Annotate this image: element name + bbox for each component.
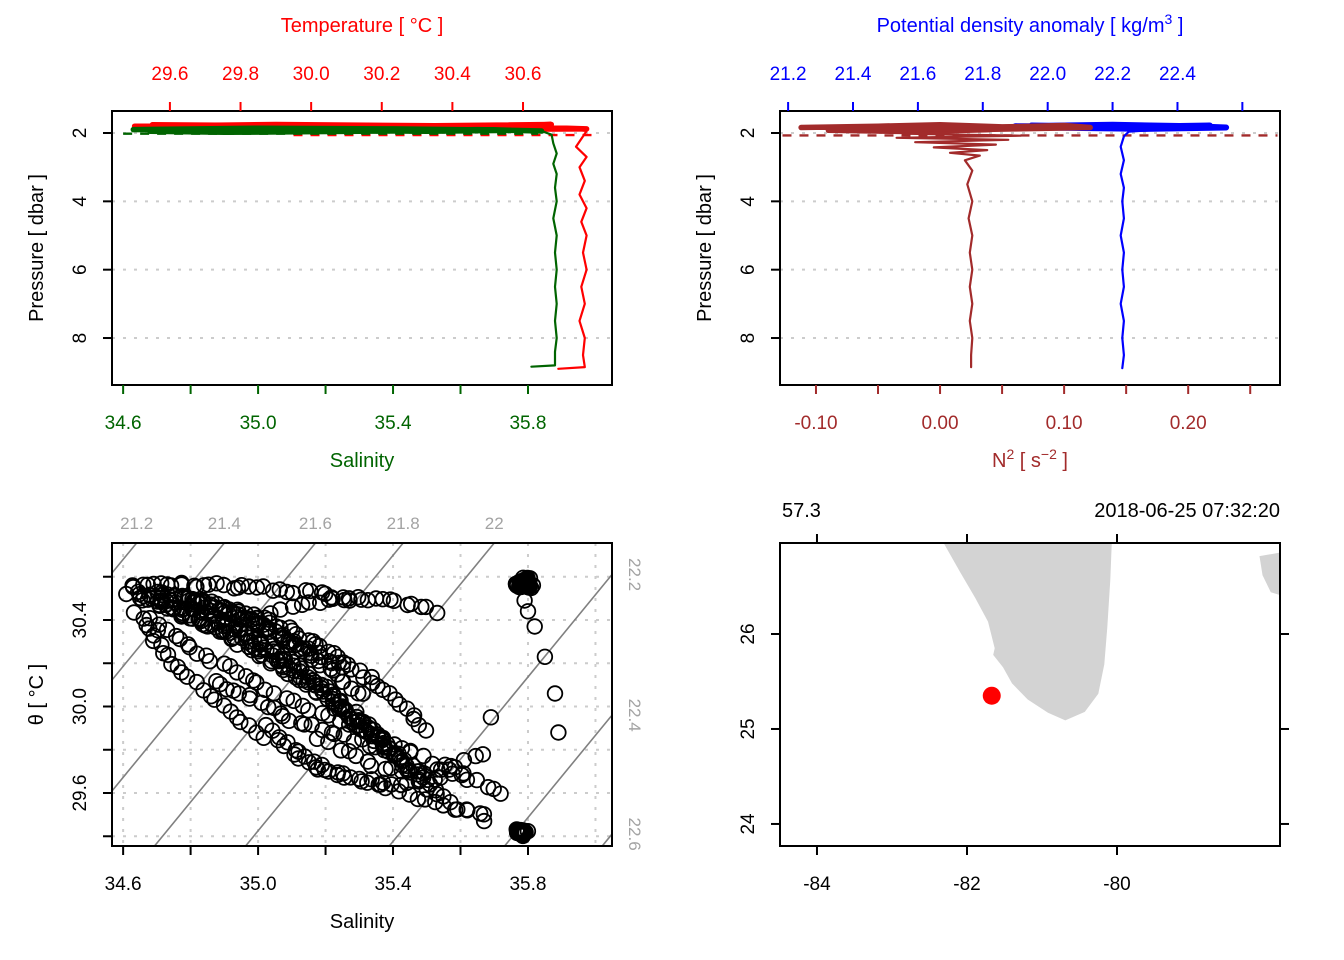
series-salinity-surface-band [130, 125, 545, 136]
x-axis-ts-diagram-title: Salinity [330, 911, 394, 933]
tick-label: 22.4 [1159, 64, 1196, 85]
panel-temp-sal-profile: 29.6 29.8 30.0 30.2 30.4 30.6 Temperature [ °C… [26, 15, 613, 472]
isopycnal-label: 21.6 [299, 514, 332, 533]
plot-frame [779, 542, 1281, 847]
isopycnal-21.2 [113, 544, 137, 574]
isopycnal-label: 22 [485, 514, 504, 533]
x-axis-bottom-density-n2-profile: -0.10 0.00 0.10 0.20 N2 [ s−2 ] [794, 385, 1252, 472]
map-header-depth: 57.3 [782, 500, 821, 522]
tick-label: 35.0 [240, 874, 277, 895]
x-axis-top-temp-sal-profile: 29.6 29.8 30.0 30.2 30.4 30.6 Temperature [ °C… [151, 15, 542, 111]
tick-label: 29.8 [222, 64, 259, 85]
tick-label: 22.2 [1094, 64, 1131, 85]
tick-label: 34.6 [105, 874, 142, 895]
tick-label: 21.4 [835, 64, 872, 85]
isopycnal-21.8 [154, 544, 404, 845]
tick-label: 34.6 [105, 413, 142, 434]
station-marker [982, 686, 1001, 705]
plot-frame [779, 110, 1281, 386]
tick-label: 35.4 [375, 874, 412, 895]
land-polygon-island [1259, 552, 1279, 595]
isopycnal-22.4 [504, 715, 611, 845]
tick-label: 8 [70, 333, 91, 344]
y-axis-density-n2-profile: 2 4 6 8 Pressure [ dbar ] [694, 128, 780, 344]
y-axis-station-map: 24 25 26 [738, 623, 780, 835]
x-axis-bottom-temp-sal-profile-title: Salinity [330, 450, 394, 472]
plot-frame [111, 110, 613, 386]
tick-label: 29.6 [151, 64, 188, 85]
isopycnal-label: 21.2 [120, 514, 153, 533]
tick-label: 4 [738, 196, 759, 207]
x-axis-top-density-n2-profile-title: Potential density anomaly [ kg/m3 ] [877, 11, 1184, 37]
isopycnal-label: 22.6 [625, 818, 644, 851]
isopycnal-label: 21.8 [387, 514, 420, 533]
series-temperature-profile [521, 127, 588, 370]
y-axis-ts-diagram-title: θ [ °C ] [26, 664, 48, 725]
y-axis-temp-sal-profile-title: Pressure [ dbar ] [26, 174, 48, 322]
tick-label: 35.0 [240, 413, 277, 434]
tick-label: 35.8 [509, 874, 546, 895]
tick-label: -82 [953, 874, 980, 895]
tick-label: 24 [738, 813, 759, 835]
isopycnal-label: 21.4 [208, 514, 241, 533]
tick-label: 8 [738, 333, 759, 344]
x-axis-bottom-temp-sal-profile: 34.6 35.0 35.4 35.8 Salinity [105, 385, 546, 472]
series-n2-surface-band [798, 122, 1093, 135]
y-axis-density-n2-profile-title: Pressure [ dbar ] [694, 174, 716, 322]
tick-label: 21.6 [899, 64, 936, 85]
tick-label: -0.10 [794, 413, 837, 434]
series-salinity-profile [530, 129, 558, 368]
tick-label: 26 [738, 623, 759, 644]
tick-label: 6 [70, 264, 91, 275]
x-axis-top-temp-sal-profile-title: Temperature [ °C ] [281, 15, 444, 37]
tick-label: -84 [803, 874, 831, 895]
tick-label: -80 [1103, 874, 1130, 895]
plot-frame [111, 542, 613, 847]
series-density-profile [1119, 128, 1163, 370]
tick-label: 0.20 [1170, 413, 1207, 434]
tick-label: 35.4 [375, 413, 412, 434]
tick-label: 21.8 [964, 64, 1001, 85]
tick-label: 2 [738, 128, 759, 139]
tick-label: 0.00 [922, 413, 959, 434]
x-axis-ts-diagram: 34.6 35.0 35.4 35.8 Salinity [105, 846, 546, 933]
land-polygon-florida [944, 544, 1112, 721]
tick-label: 4 [70, 196, 91, 207]
tick-label: 30.4 [434, 64, 471, 85]
tick-label: 22.0 [1029, 64, 1066, 85]
isopycnal-label: 22.4 [625, 699, 644, 732]
tick-label: 6 [738, 264, 759, 275]
tick-label: 35.8 [509, 413, 546, 434]
tick-label: 30.4 [70, 601, 91, 638]
panel-ts-diagram: 21.2 21.4 21.6 21.8 22 22.2 22.4 22.6 34.6 35.0 35… [26, 514, 644, 933]
tick-label: 30.0 [293, 64, 330, 85]
tick-label: 29.6 [70, 775, 91, 812]
tick-label: 25 [738, 718, 759, 739]
y-axis-ts-diagram: 29.6 30.0 30.4 θ [ °C ] [26, 575, 112, 838]
x-axis-top-density-n2-profile: 21.2 21.4 21.6 21.8 22.0 22.2 22.4 Potential de… [770, 11, 1244, 111]
tick-label: 30.2 [363, 64, 400, 85]
tick-label: 2 [70, 128, 91, 139]
y-axis-temp-sal-profile: 2 4 6 8 Pressure [ dbar ] [26, 128, 112, 344]
x-axis-bottom-density-n2-profile-title: N2 [ s−2 ] [992, 446, 1068, 472]
tick-label: 0.10 [1046, 413, 1083, 434]
tick-label: 21.2 [770, 64, 807, 85]
tick-label: 30.6 [505, 64, 542, 85]
tick-label: 30.0 [70, 688, 91, 725]
series-n2-profile [895, 130, 1022, 369]
isopycnal-label: 22.2 [625, 558, 644, 591]
panel-station-map: -84 -82 -80 24 25 26 57.3 2018-06-25 07:32:20 [738, 500, 1289, 895]
x-axis-station-map: -84 -82 -80 [803, 846, 1131, 895]
map-header-datetime: 2018-06-25 07:32:20 [1094, 500, 1280, 522]
panel-density-n2-profile: 21.2 21.4 21.6 21.8 22.0 22.2 22.4 Potential de… [694, 11, 1281, 472]
ts-scatter-points [118, 569, 567, 845]
